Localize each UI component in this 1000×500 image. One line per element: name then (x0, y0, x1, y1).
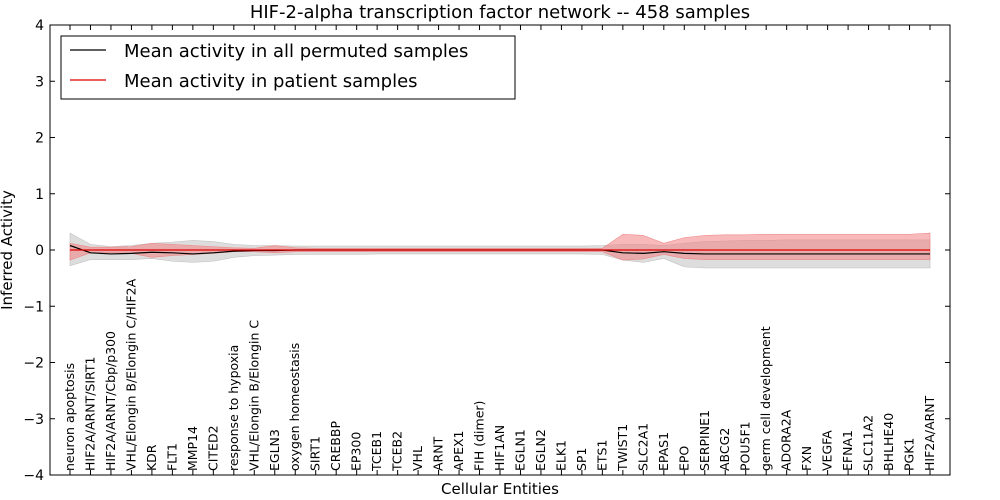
x-tick-label: VHL/Elongin B/Elongin C (246, 320, 261, 471)
x-tick-label: APEX1 (451, 430, 466, 471)
x-tick-label: CREBBP (328, 421, 343, 471)
x-tick-label: HIF2A/ARNT/SIRT1 (82, 357, 97, 471)
x-tick-label: VEGFA (820, 430, 835, 471)
y-tick-label: −1 (23, 299, 44, 315)
x-tick-label: SP1 (574, 448, 589, 471)
y-tick-label: 1 (35, 187, 44, 203)
x-tick-label: FIH (dimer) (472, 401, 487, 471)
x-tick-label: HIF2A/ARNT/Cbp/p300 (103, 331, 118, 471)
x-tick-label: EGLN1 (512, 429, 527, 471)
x-tick-label: ETS1 (594, 440, 609, 471)
legend: Mean activity in all permuted samples Me… (60, 35, 516, 100)
x-tick-label: VHL/Elongin B/Elongin C/HIF2A (123, 278, 138, 471)
x-tick-label: FLT1 (164, 443, 179, 471)
x-tick-label: SIRT1 (308, 436, 323, 471)
x-tick-label: MMP14 (185, 426, 200, 471)
series-lines (69, 244, 930, 255)
y-tick-label: 0 (35, 243, 44, 259)
x-tick-label: KDR (144, 444, 159, 471)
x-tick-label: BHLHE40 (881, 413, 896, 471)
x-tick-label: EFNA1 (840, 430, 855, 471)
legend-box (60, 35, 516, 100)
x-tick-label: neuron apoptosis (62, 363, 77, 471)
y-tick-label: 3 (35, 74, 44, 90)
y-tick-label: −4 (23, 468, 44, 484)
x-tick-label: TCEB2 (390, 431, 405, 472)
x-tick-label: germ cell development (758, 326, 773, 471)
legend-label-patient: Mean activity in patient samples (124, 71, 418, 92)
y-axis-ticks: −4 −3 −2 −1 0 1 2 3 4 (23, 18, 950, 484)
y-tick-label: −3 (23, 412, 44, 428)
x-tick-label: PGK1 (902, 438, 917, 471)
x-tick-label: ADORA2A (779, 409, 794, 471)
x-tick-label: POU5F1 (738, 421, 753, 471)
x-tick-label: EPO (676, 446, 691, 471)
y-tick-label: 4 (35, 18, 44, 34)
chart-title: HIF-2-alpha transcription factor network… (250, 2, 750, 23)
x-tick-label: EGLN3 (267, 429, 282, 471)
x-tick-label: CITED2 (205, 425, 220, 471)
x-tick-label: ABCG2 (717, 428, 732, 471)
y-tick-label: 2 (35, 131, 44, 147)
x-tick-label: oxygen homeostasis (287, 343, 302, 471)
plot-frame (49, 24, 951, 476)
x-tick-label: TCEB1 (369, 431, 384, 472)
x-tick-label: HIF2A/ARNT (922, 395, 937, 471)
x-tick-label: FXN (799, 446, 814, 471)
x-tick-label: SLC11A2 (861, 415, 876, 471)
y-tick-label: −2 (23, 356, 44, 372)
x-tick-label: ELK1 (553, 440, 568, 471)
x-axis-ticks: neuron apoptosis HIF2A/ARNT/SIRT1 HIF2A/AR… (62, 25, 937, 475)
x-tick-label: HIF1AN (492, 425, 507, 471)
y-axis-label: Inferred Activity (0, 190, 16, 310)
legend-label-permuted: Mean activity in all permuted samples (124, 41, 468, 62)
x-tick-label: VHL (410, 446, 425, 471)
x-axis-label: Cellular Entities (441, 480, 559, 498)
x-tick-label: SERPINE1 (697, 410, 712, 471)
x-tick-label: response to hypoxia (226, 345, 241, 471)
x-tick-label: SLC2A1 (635, 423, 650, 471)
x-tick-label: EP300 (349, 432, 364, 471)
x-tick-label: ARNT (431, 436, 446, 471)
x-tick-label: EPAS1 (656, 432, 671, 471)
x-tick-label: TWIST1 (615, 424, 630, 472)
x-tick-label: EGLN2 (533, 429, 548, 471)
